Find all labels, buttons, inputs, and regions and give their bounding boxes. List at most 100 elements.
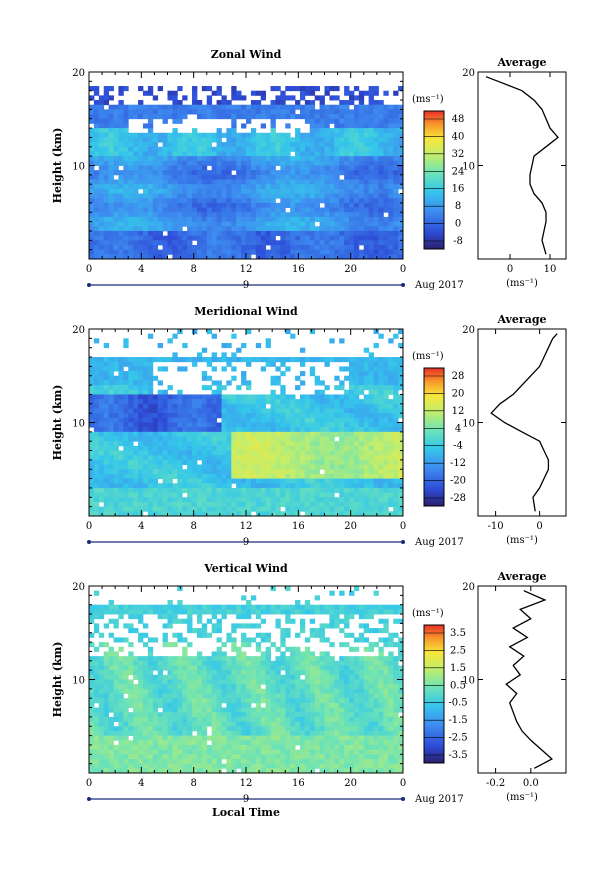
x-tick-label: 0 xyxy=(86,778,92,789)
date-marker: 9 xyxy=(243,280,249,291)
average-frame xyxy=(477,328,567,517)
date-label: Aug 2017 xyxy=(414,537,464,548)
average-title: Average xyxy=(496,313,546,326)
colorbar-label: 3.5 xyxy=(450,628,466,639)
average-x-tick-label: 10 xyxy=(544,264,557,275)
colorbar-label: -12 xyxy=(450,458,466,469)
average-profile-line xyxy=(490,333,558,512)
x-tick-label: 16 xyxy=(292,778,305,789)
y-tick-label: 10 xyxy=(72,419,85,430)
colorbar-unit: (ms⁻¹) xyxy=(412,94,444,105)
colorbar-label: 4 xyxy=(455,423,461,434)
panel-title: Meridional Wind xyxy=(194,305,298,318)
colorbar-label: -3.5 xyxy=(448,750,467,761)
colorbar-label: 2.5 xyxy=(450,645,466,656)
y-axis-label: Height (km) xyxy=(51,642,64,718)
x-tick-label: 20 xyxy=(344,264,357,275)
colorbar xyxy=(423,367,445,507)
average-frame xyxy=(477,71,567,260)
average-x-tick-label: -10 xyxy=(488,521,504,532)
colorbar-unit: (ms⁻¹) xyxy=(412,608,444,619)
y-axis-label: Height (km) xyxy=(51,128,64,204)
colorbar-label: 20 xyxy=(452,388,465,399)
x-tick-label: 0 xyxy=(86,521,92,532)
date-marker: 9 xyxy=(243,537,249,548)
average-profile-line xyxy=(505,590,554,769)
panel-3: Vertical Wind 0 4 8 12 16 20 0 10 20 Height (km) 9 A… xyxy=(51,562,567,819)
x-tick-label: 20 xyxy=(344,778,357,789)
colorbar-label: -0.5 xyxy=(448,698,467,709)
x-tick-label: 8 xyxy=(190,521,196,532)
heatmap-field xyxy=(89,586,404,774)
average-y-tick-label: 10 xyxy=(462,419,475,430)
y-tick-label: 20 xyxy=(72,68,85,79)
colorbar-label: 32 xyxy=(452,149,465,160)
colorbar-label: -2.5 xyxy=(448,733,467,744)
x-tick-label: 4 xyxy=(138,264,144,275)
y-tick-label: 20 xyxy=(72,325,85,336)
colorbar-label: -8 xyxy=(453,236,463,247)
average-y-tick-label: 20 xyxy=(462,325,475,336)
colorbar-label: 40 xyxy=(452,131,465,142)
average-x-axis-label: (ms⁻¹) xyxy=(506,535,538,546)
average-x-tick-label: 0.0 xyxy=(523,778,539,789)
colorbar-label: 0 xyxy=(455,219,461,230)
colorbar-label: 16 xyxy=(452,184,465,195)
colorbar xyxy=(423,624,445,764)
x-tick-label: 12 xyxy=(240,778,253,789)
y-tick-label: 10 xyxy=(72,676,85,687)
panel-title: Zonal Wind xyxy=(211,48,282,61)
colorbar-label: -20 xyxy=(450,476,466,487)
average-x-tick-label: 0 xyxy=(536,521,542,532)
x-tick-label: 0 xyxy=(400,264,406,275)
x-tick-label: 8 xyxy=(190,264,196,275)
average-frame xyxy=(477,585,567,774)
x-tick-label: 0 xyxy=(400,778,406,789)
colorbar-label: 1.5 xyxy=(450,663,466,674)
date-label: Aug 2017 xyxy=(414,794,464,805)
x-tick-label: 0 xyxy=(86,264,92,275)
x-tick-label: 16 xyxy=(292,521,305,532)
x-tick-label: 4 xyxy=(138,778,144,789)
heatmap-field xyxy=(89,329,404,517)
y-axis-label: Height (km) xyxy=(51,385,64,461)
x-tick-label: 20 xyxy=(344,521,357,532)
colorbar-label: -1.5 xyxy=(448,715,467,726)
x-tick-label: 12 xyxy=(240,521,253,532)
heatmap-field xyxy=(89,86,404,260)
colorbar-label: -4 xyxy=(453,441,463,452)
x-tick-label: 12 xyxy=(240,264,253,275)
colorbar-label: -28 xyxy=(450,493,466,504)
x-tick-label: 8 xyxy=(190,778,196,789)
average-profile-line xyxy=(485,76,559,255)
average-title: Average xyxy=(496,56,546,69)
date-marker: 9 xyxy=(243,794,249,805)
average-y-tick-label: 20 xyxy=(462,582,475,593)
colorbar-label: 48 xyxy=(452,114,465,125)
colorbar-label: 0.5 xyxy=(450,680,466,691)
colorbar-label: 24 xyxy=(452,166,465,177)
average-x-axis-label: (ms⁻¹) xyxy=(506,278,538,289)
average-x-tick-label: 0 xyxy=(507,264,513,275)
colorbar-label: 28 xyxy=(452,371,465,382)
colorbar xyxy=(423,110,445,250)
average-x-tick-label: -0.2 xyxy=(486,778,505,789)
date-label: Aug 2017 xyxy=(414,280,464,291)
colorbar-label: 12 xyxy=(452,406,465,417)
colorbar-label: 8 xyxy=(455,201,461,212)
x-tick-label: 4 xyxy=(138,521,144,532)
average-x-axis-label: (ms⁻¹) xyxy=(506,792,538,803)
x-axis-label: Local Time xyxy=(212,806,280,819)
x-tick-label: 0 xyxy=(400,521,406,532)
y-tick-label: 10 xyxy=(72,162,85,173)
average-y-tick-label: 10 xyxy=(462,676,475,687)
panel-title: Vertical Wind xyxy=(203,562,288,575)
colorbar-unit: (ms⁻¹) xyxy=(412,351,444,362)
y-tick-label: 20 xyxy=(72,582,85,593)
average-y-tick-label: 10 xyxy=(462,162,475,173)
x-tick-label: 16 xyxy=(292,264,305,275)
panel-2: Meridional Wind 0 4 8 12 16 20 0 10 20 Height (km)… xyxy=(51,305,567,548)
average-title: Average xyxy=(496,570,546,583)
